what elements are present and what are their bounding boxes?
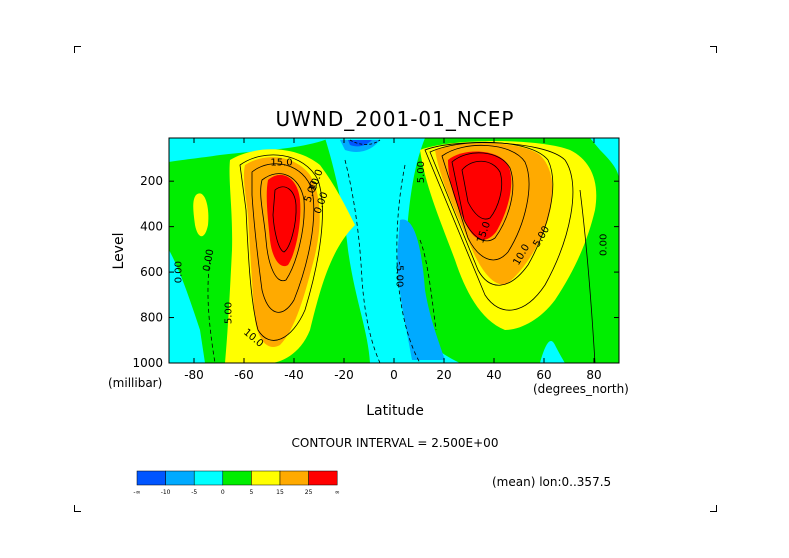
- y-axis: 200 400 600 800 1000: [132, 174, 619, 370]
- x-tick-label-4: 0: [390, 368, 398, 382]
- x-tick-label-1: -60: [234, 368, 254, 382]
- colorbar-label-7: ∞: [335, 489, 340, 496]
- crop-mark-top-left: [74, 46, 81, 53]
- colorbar-swatch-4: [251, 470, 281, 486]
- x-tick-label-6: 40: [486, 368, 501, 382]
- region-tropical-cyan: [325, 138, 460, 363]
- colorbar-swatch-0: [136, 470, 166, 486]
- colorbar-swatch-3: [222, 470, 252, 486]
- region-north-surface-cyan: [540, 341, 565, 363]
- region-high-lat-north-cyan: [590, 138, 619, 180]
- colorbar: -∞ -10 -5 0 5 15 25 ∞: [133, 470, 340, 496]
- y-tick-label-3: 800: [140, 311, 163, 325]
- contour-label-12: 15.0: [270, 157, 292, 168]
- x-units-label: (degrees_north): [533, 382, 629, 396]
- region-stratosphere-south-cyan: [169, 138, 330, 162]
- y-units-label: (millibar): [108, 376, 162, 390]
- contour-label-1: 0.00: [202, 248, 217, 272]
- y-tick-label-2: 600: [140, 265, 163, 279]
- colorbar-swatch-6: [308, 470, 338, 486]
- y-tick-label-1: 400: [140, 220, 163, 234]
- contour-label-4: 5.00: [224, 302, 235, 324]
- y-axis-label: Level: [111, 233, 127, 270]
- crop-mark-bottom-right: [710, 505, 717, 512]
- colorbar-label-5: 15: [276, 489, 284, 496]
- sjet-red: [266, 174, 301, 267]
- contour-interval-note: CONTOUR INTERVAL = 2.500E+00: [292, 436, 499, 450]
- crop-mark-top-right: [710, 46, 717, 53]
- blob-south-yellow: [193, 193, 209, 237]
- colorbar-label-6: 25: [305, 489, 313, 496]
- colorbar-label-4: 5: [249, 489, 253, 496]
- contour-label-7: 5.00: [416, 161, 427, 183]
- colorbar-label-0: -∞: [133, 489, 140, 496]
- colorbar-swatch-2: [193, 470, 224, 486]
- contour-label-0: 0.00: [174, 261, 185, 283]
- colorbar-swatch-5: [279, 470, 309, 486]
- y-tick-label-4: 1000: [132, 356, 163, 370]
- x-tick-label-7: 60: [536, 368, 551, 382]
- x-tick-label-3: -20: [334, 368, 354, 382]
- chart-title: UWND_2001-01_NCEP: [276, 107, 515, 131]
- x-axis: -80 -60 -40 -20 0 20 40 60 80: [184, 138, 602, 382]
- crop-mark-bottom-left: [74, 505, 81, 512]
- colorbar-label-1: -10: [161, 489, 171, 496]
- region-tropical-blue: [397, 219, 445, 360]
- x-tick-label-2: -40: [284, 368, 304, 382]
- contour-label-13: -5.00: [394, 261, 405, 287]
- contour-label-3: 0.00: [599, 234, 610, 256]
- y-tick-label-0: 200: [140, 174, 163, 188]
- x-axis-label: Latitude: [366, 403, 424, 419]
- x-tick-label-0: -80: [184, 368, 204, 382]
- plot-area: [169, 138, 619, 363]
- colorbar-label-2: -5: [191, 489, 197, 496]
- colorbar-swatch-1: [165, 470, 195, 486]
- region-strat-darkblue: [348, 140, 372, 147]
- region-high-lat-south-cyan: [169, 250, 205, 363]
- x-tick-label-5: 20: [436, 368, 451, 382]
- contour-lines: [207, 139, 596, 363]
- x-tick-label-8: 80: [586, 368, 601, 382]
- mean-note: (mean) lon:0..357.5: [492, 475, 611, 489]
- colorbar-label-3: 0: [221, 489, 225, 496]
